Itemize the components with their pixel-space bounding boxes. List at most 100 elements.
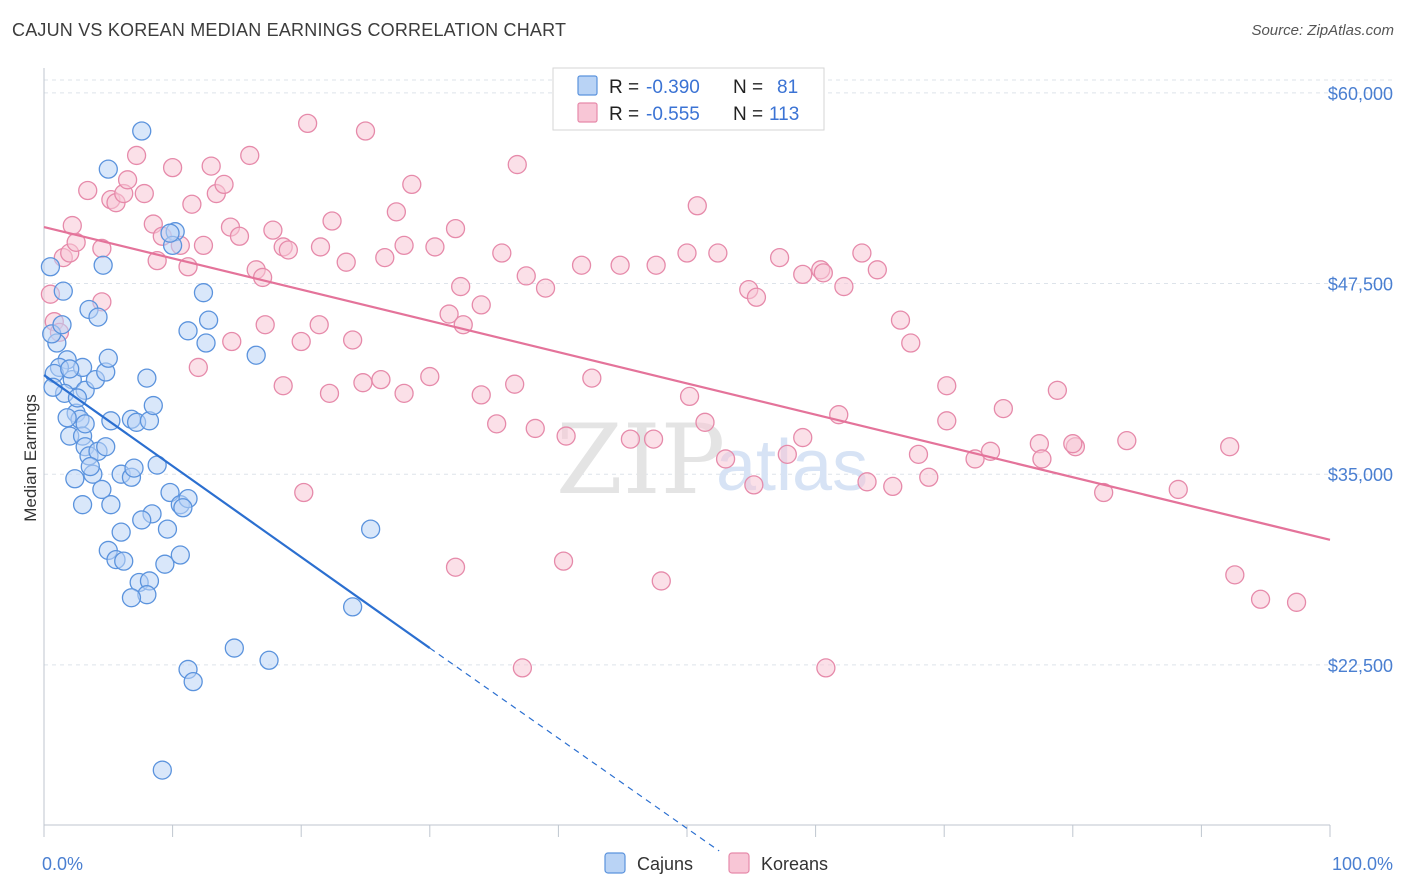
watermark-atlas: atlas: [716, 426, 868, 506]
koreans-point: [535, 278, 556, 298]
cajuns-point: [88, 307, 108, 327]
koreans-point: [471, 385, 491, 405]
koreans-point: [646, 255, 666, 275]
koreans-point: [310, 237, 331, 257]
koreans-point: [291, 331, 311, 352]
cajuns-point: [198, 310, 219, 330]
legend: R = -0.390 N = 81 R = -0.555 N = 113: [552, 67, 825, 131]
koreans-point: [1032, 449, 1052, 469]
cajuns-point: [342, 597, 363, 617]
bottom-legend-label-cajuns: Cajuns: [637, 854, 693, 874]
cajuns-point: [178, 321, 198, 341]
koreans-point: [777, 444, 797, 465]
legend-n-label-cajuns: N =: [733, 77, 763, 98]
y-tick-label: $35,000: [1328, 465, 1393, 485]
koreans-point: [744, 475, 764, 495]
koreans-point: [263, 220, 283, 240]
legend-r-label-cajuns: R =: [609, 77, 639, 98]
bottom-legend-swatch-cajuns: [604, 852, 626, 874]
trend-line-koreans: [43, 226, 1331, 541]
koreans-point: [525, 418, 545, 439]
koreans-point: [1225, 565, 1245, 585]
koreans-point: [188, 357, 208, 378]
trend-line-cajuns: [43, 374, 431, 649]
koreans-point: [643, 429, 664, 449]
koreans-point: [1094, 482, 1114, 503]
koreans-point: [78, 180, 98, 201]
koreans-point: [394, 235, 414, 256]
koreans-point: [439, 304, 459, 324]
legend-n-value-cajuns: 81: [777, 77, 798, 98]
koreans-point: [445, 557, 466, 577]
koreans-point: [793, 264, 813, 285]
koreans-point: [651, 571, 671, 591]
koreans-point: [117, 170, 138, 190]
y-tick-label: $22,500: [1328, 656, 1393, 676]
koreans-point: [883, 476, 903, 497]
koreans-point: [487, 414, 507, 434]
koreans-point: [516, 266, 536, 286]
cajuns-point: [98, 159, 118, 179]
y-tick-labels: $22,500 $35,000 $47,500 $60,000: [1328, 84, 1393, 676]
legend-swatch-cajuns: [577, 75, 598, 96]
cajuns-point: [183, 671, 203, 692]
koreans-point: [582, 368, 602, 388]
chart-title: CAJUN VS KOREAN MEDIAN EARNINGS CORRELAT…: [12, 20, 567, 40]
koreans-point: [201, 156, 221, 176]
koreans-point: [937, 411, 957, 431]
koreans-point: [309, 315, 329, 335]
koreans-point: [240, 145, 260, 166]
trend-lines: [43, 226, 1331, 852]
cajuns-point: [173, 498, 193, 518]
cajuns-point: [40, 257, 61, 277]
bottom-legend-label-koreans: Koreans: [761, 854, 828, 874]
koreans-point: [297, 113, 318, 134]
koreans-point: [919, 467, 939, 487]
koreans-point: [553, 551, 574, 571]
koreans-point: [229, 226, 250, 246]
cajuns-point: [75, 414, 95, 434]
koreans-point: [182, 194, 202, 214]
cajuns-point: [57, 408, 77, 428]
koreans-point: [769, 247, 790, 268]
koreans-point: [386, 202, 407, 222]
x-tick-label: 100.0%: [1332, 854, 1393, 874]
koreans-point: [445, 218, 466, 239]
y-tick-label: $60,000: [1328, 84, 1393, 104]
koreans-point: [677, 243, 697, 263]
cajuns-point: [152, 760, 172, 780]
koreans-point: [222, 331, 242, 352]
koreans-point: [273, 376, 293, 396]
cajuns-point: [155, 554, 175, 574]
koreans-point: [278, 240, 298, 260]
koreans-point: [134, 183, 154, 204]
koreans-point: [556, 426, 576, 446]
y-tick-label: $47,500: [1328, 275, 1393, 295]
koreans-point: [371, 369, 391, 390]
koreans-point: [353, 373, 373, 393]
koreans-point: [507, 154, 527, 175]
bottom-legend: Cajuns Koreans: [604, 852, 828, 874]
koreans-point: [451, 276, 471, 297]
legend-swatch-koreans: [577, 102, 598, 123]
cajuns-point: [132, 510, 152, 530]
koreans-point: [1063, 434, 1083, 454]
cajuns-point: [224, 638, 244, 658]
series-koreans: [40, 113, 1307, 678]
koreans-point: [993, 398, 1014, 419]
cajuns-point: [52, 315, 72, 335]
koreans-point: [162, 157, 183, 178]
cajuns-point: [114, 551, 134, 571]
cajuns-point: [80, 456, 100, 477]
koreans-point: [319, 383, 340, 404]
cajuns-point: [259, 650, 279, 670]
koreans-point: [793, 427, 813, 448]
koreans-point: [908, 444, 929, 465]
cajuns-point: [53, 281, 73, 301]
legend-r-value-koreans: -0.555: [646, 104, 700, 125]
koreans-point: [708, 243, 728, 263]
koreans-point: [252, 267, 273, 288]
cajuns-point: [137, 368, 157, 388]
koreans-point: [1250, 589, 1271, 609]
koreans-point: [505, 374, 525, 394]
